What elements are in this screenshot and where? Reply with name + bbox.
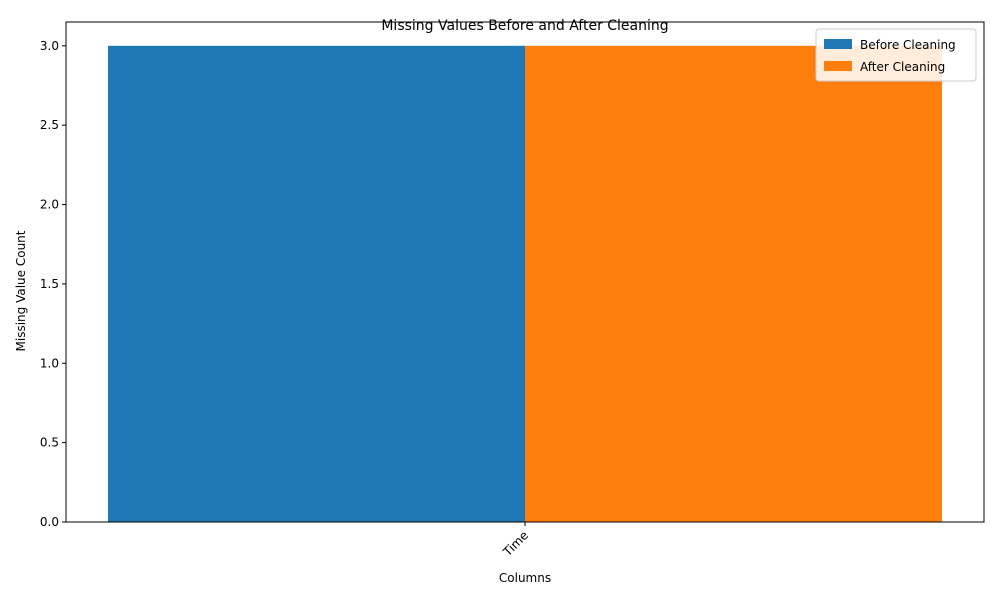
plot-frame	[65, 21, 985, 523]
y-tick-label: 0.0	[40, 515, 59, 529]
bar-before-cleaning-time	[108, 45, 525, 523]
legend-label: After Cleaning	[860, 60, 945, 74]
y-tick-label: 2.0	[40, 198, 59, 212]
x-axis-label: Columns	[499, 571, 551, 585]
legend-swatch	[824, 39, 852, 49]
y-tick-label: 3.0	[40, 39, 59, 53]
y-tick-label: 1.5	[40, 277, 59, 291]
y-axis-ticks: 0.0 0.5 1.0 1.5 2.0 2.5 3.0	[40, 39, 66, 529]
legend-swatch	[824, 61, 852, 71]
legend: Before Cleaning After Cleaning	[815, 28, 977, 82]
y-tick-label: 1.0	[40, 356, 59, 370]
y-axis-label: Missing Value Count	[14, 230, 28, 351]
bar-after-cleaning-time	[525, 45, 942, 523]
y-tick-label: 2.5	[40, 118, 59, 132]
legend-box	[815, 28, 977, 82]
legend-label: Before Cleaning	[860, 38, 956, 52]
bar-group	[108, 45, 942, 523]
chart-title: Missing Values Before and After Cleaning	[381, 18, 668, 34]
y-tick-label: 0.5	[40, 436, 59, 450]
